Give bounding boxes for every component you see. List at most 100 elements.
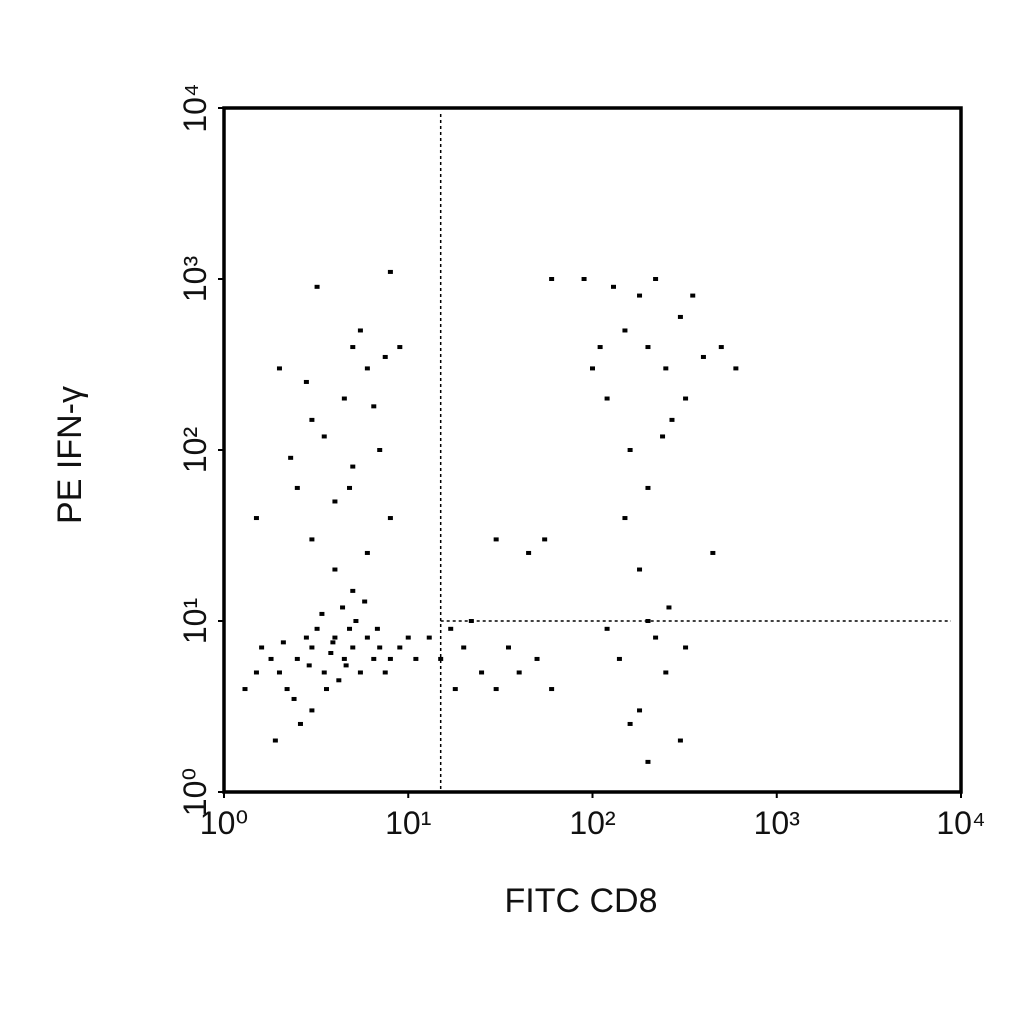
y-tick-label: 10⁴: [177, 83, 213, 132]
event-dot: [382, 354, 388, 359]
event-dot: [387, 516, 393, 521]
event-dot: [377, 448, 383, 452]
event-dot: [321, 434, 327, 439]
event-dot: [653, 635, 659, 640]
event-dot: [291, 696, 297, 701]
x-tick-label: 10⁰: [200, 805, 248, 841]
event-dot: [627, 448, 633, 452]
y-axis-title: PE IFN-γ: [51, 386, 89, 524]
event-dot: [253, 670, 259, 675]
event-dot: [353, 619, 359, 623]
event-dot: [397, 645, 403, 650]
event-dot: [343, 663, 349, 668]
event-dot: [645, 619, 651, 623]
event-dot: [284, 687, 290, 692]
event-dot: [309, 537, 315, 542]
event-dot: [330, 640, 336, 645]
event-dot: [259, 645, 265, 650]
y-tick-label: 10⁰: [177, 768, 213, 816]
y-tick-label: 10²: [177, 427, 213, 474]
event-dot: [340, 605, 346, 610]
event-dot: [637, 293, 643, 298]
event-dot: [526, 550, 532, 555]
event-dot: [493, 687, 499, 692]
event-dot: [371, 404, 377, 409]
event-dot: [468, 619, 474, 623]
event-dot: [314, 284, 320, 289]
event-dot: [516, 670, 522, 675]
event-dot: [597, 345, 603, 350]
event-dot: [280, 640, 286, 645]
event-dot: [663, 366, 669, 371]
event-dot: [350, 345, 356, 350]
event-dot: [610, 284, 616, 289]
y-tick-label: 10³: [177, 256, 213, 303]
event-dot: [479, 670, 485, 675]
event-dot: [542, 537, 548, 542]
event-dot: [590, 366, 595, 371]
event-dot: [268, 656, 274, 661]
event-dot: [581, 277, 587, 281]
event-dot: [645, 759, 651, 764]
event-dot: [663, 670, 669, 675]
event-dot: [303, 379, 309, 384]
event-dot: [627, 721, 633, 726]
event-dot: [397, 345, 403, 350]
x-tick-label: 10³: [754, 805, 801, 841]
event-dot: [622, 328, 628, 333]
event-dot: [377, 645, 383, 650]
event-dot: [364, 366, 370, 371]
event-dot: [549, 687, 555, 692]
event-dot: [438, 656, 444, 661]
event-dot: [276, 366, 282, 371]
x-axis-title: FITC CD8: [505, 882, 658, 920]
event-dot: [332, 635, 338, 640]
event-dot: [364, 550, 370, 555]
event-dot: [405, 635, 411, 640]
x-tick-label: 10¹: [385, 805, 431, 841]
event-dot: [387, 656, 393, 661]
event-dot: [382, 670, 388, 675]
event-dot: [362, 599, 368, 604]
event-dot: [710, 550, 716, 555]
event-dot: [347, 485, 353, 490]
plot-frame: [222, 106, 963, 794]
event-dot: [321, 670, 327, 675]
event-dot: [387, 269, 393, 274]
y-tick-label: 10¹: [177, 598, 213, 644]
event-dot: [733, 366, 739, 371]
event-dot: [669, 417, 675, 422]
event-dot: [350, 588, 356, 593]
event-dot: [350, 464, 356, 469]
x-tick-label: 10⁴: [936, 805, 985, 841]
x-tick-label: 10²: [569, 805, 616, 841]
event-dot: [622, 516, 628, 521]
event-dot: [718, 345, 724, 350]
event-dot: [357, 328, 363, 333]
event-dot: [452, 687, 458, 692]
event-dot: [350, 645, 356, 650]
event-dot: [332, 499, 338, 504]
event-dot: [413, 656, 419, 661]
event-dot: [461, 645, 467, 650]
event-dot: [677, 738, 683, 743]
event-dot: [645, 345, 651, 350]
event-dot: [341, 396, 347, 401]
event-dot: [604, 396, 610, 401]
event-dot: [364, 635, 370, 640]
event-dot: [341, 656, 347, 661]
event-dot: [294, 656, 300, 661]
event-dot: [637, 567, 643, 572]
event-dot: [683, 396, 689, 401]
event-dot: [653, 277, 659, 281]
event-dot: [347, 626, 353, 631]
event-dot: [374, 626, 380, 631]
event-dot: [493, 537, 499, 542]
event-dot: [309, 645, 315, 650]
event-dot: [426, 635, 432, 640]
event-dot: [683, 645, 689, 650]
event-dot: [505, 645, 511, 650]
event-dot: [242, 687, 248, 692]
event-dot: [288, 455, 294, 460]
